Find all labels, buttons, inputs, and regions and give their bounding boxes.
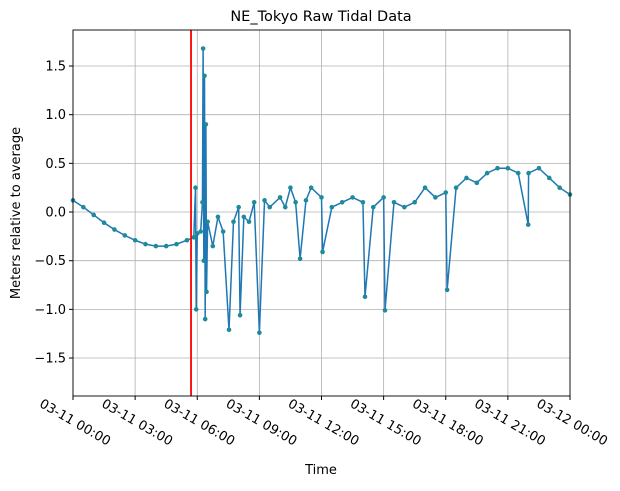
data-point xyxy=(525,222,531,227)
data-point xyxy=(464,175,469,181)
y-tick-label: 1.0 xyxy=(45,108,66,123)
data-point xyxy=(205,219,210,225)
data-point xyxy=(174,241,179,247)
plot-frame xyxy=(72,29,571,397)
data-point xyxy=(320,249,325,255)
x-tick-label: 03-12 00:00 xyxy=(534,397,610,450)
data-point xyxy=(505,165,511,171)
data-point xyxy=(226,327,232,333)
data-point xyxy=(288,185,293,190)
data-point xyxy=(184,237,190,243)
data-point xyxy=(484,170,490,176)
data-point xyxy=(303,198,309,203)
data-point xyxy=(262,198,267,203)
data-point xyxy=(112,227,117,232)
data-point xyxy=(237,312,243,318)
data-point xyxy=(350,195,355,200)
data-point xyxy=(382,308,388,313)
y-tick-label: 1.5 xyxy=(45,60,66,75)
data-point xyxy=(220,229,226,234)
data-point xyxy=(231,219,236,225)
y-tick-label: −1.0 xyxy=(34,303,66,318)
data-point xyxy=(191,235,197,240)
data-point xyxy=(391,199,397,205)
data-point xyxy=(515,170,521,176)
data-point xyxy=(308,185,314,190)
data-point xyxy=(381,195,386,200)
data-point xyxy=(370,204,376,210)
y-tick-label: −0.5 xyxy=(34,254,66,269)
y-tick-label: 0.5 xyxy=(45,157,66,172)
y-tick-label: 0.0 xyxy=(45,206,66,221)
x-axis-label: Time xyxy=(304,463,337,478)
data-point xyxy=(282,204,288,210)
data-point xyxy=(202,73,207,79)
data-point xyxy=(201,258,207,263)
data-point xyxy=(203,122,209,127)
data-point xyxy=(257,330,262,336)
data-point xyxy=(293,199,298,205)
data-point xyxy=(277,195,283,200)
data-point xyxy=(81,204,86,210)
data-point xyxy=(251,199,257,205)
data-point xyxy=(200,199,205,205)
data-point xyxy=(132,237,138,243)
data-point xyxy=(297,256,303,262)
data-point xyxy=(198,229,204,234)
data-point xyxy=(402,204,407,210)
data-point xyxy=(453,185,459,190)
data-point xyxy=(246,219,252,225)
y-tick-label: −1.5 xyxy=(34,352,66,367)
data-point xyxy=(526,170,531,176)
data-point xyxy=(241,214,247,220)
data-point xyxy=(204,289,209,295)
data-point xyxy=(557,185,562,190)
data-point xyxy=(329,204,335,210)
data-point xyxy=(202,316,208,322)
data-point xyxy=(339,199,345,205)
data-point xyxy=(193,307,199,312)
data-point xyxy=(444,287,450,293)
data-point xyxy=(122,233,128,238)
data-point xyxy=(360,199,366,205)
data-point xyxy=(236,204,241,210)
data-point xyxy=(91,212,97,218)
data-point xyxy=(412,199,417,205)
data-point xyxy=(546,175,552,181)
data-point xyxy=(210,243,216,249)
data-point xyxy=(153,243,159,249)
data-point xyxy=(362,294,368,300)
data-point xyxy=(267,204,273,210)
chart-title: NE_Tokyo Raw Tidal Data xyxy=(230,9,411,25)
data-point xyxy=(215,214,221,220)
data-point xyxy=(163,243,169,249)
data-point xyxy=(319,195,324,200)
data-point xyxy=(200,46,206,51)
data-point xyxy=(474,180,480,186)
data-point xyxy=(422,185,428,190)
data-point xyxy=(536,165,542,171)
data-point xyxy=(443,190,449,195)
data-point xyxy=(495,165,500,171)
y-axis-label: Meters relative to average xyxy=(9,127,24,299)
data-point xyxy=(433,195,438,200)
data-point xyxy=(193,185,198,190)
data-point xyxy=(194,231,200,236)
data-point xyxy=(143,241,148,247)
data-point xyxy=(101,220,107,226)
